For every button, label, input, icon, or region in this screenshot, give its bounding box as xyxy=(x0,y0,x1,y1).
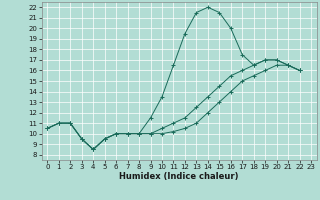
X-axis label: Humidex (Indice chaleur): Humidex (Indice chaleur) xyxy=(119,172,239,181)
